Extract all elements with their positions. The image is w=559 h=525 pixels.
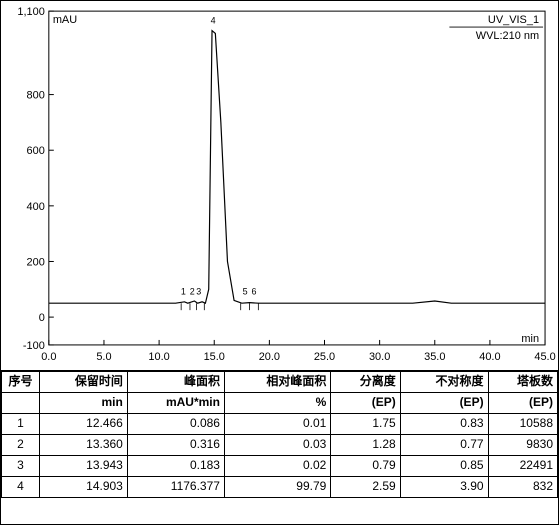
peak-labels: 123 4 56: [181, 15, 257, 296]
col-rt: 保留时间: [40, 372, 128, 393]
table-cell: 0.77: [400, 435, 488, 456]
col-area: 峰面积: [127, 372, 224, 393]
col-resolution-u: (EP): [331, 393, 400, 414]
peak-table: 序号 保留时间 峰面积 相对峰面积 分离度 不对称度 塔板数 min mAU*m…: [1, 371, 558, 525]
x-tick-label: 0.0: [41, 351, 56, 363]
peak-label: 1: [181, 287, 186, 297]
table-cell: 12.466: [40, 414, 128, 435]
col-relarea-u: %: [224, 393, 330, 414]
x-tick-label: 40.0: [479, 351, 500, 363]
table-cell: 0.03: [224, 435, 330, 456]
y-tick-label: 600: [27, 145, 45, 157]
x-tick-label: 30.0: [369, 351, 390, 363]
x-ticks: 0.0 5.0 10.0 15.0 20.0 25.0 30.0 35.0 40.0 45.0: [41, 340, 555, 363]
y-tick-label: 800: [27, 90, 45, 102]
table-cell: 3: [2, 456, 40, 477]
table-cell: 1: [2, 414, 40, 435]
peak-label: 6: [251, 287, 256, 297]
chromatogram-trace: [49, 31, 545, 304]
peak-label: 2: [190, 287, 195, 297]
y-tick-label: 1,100: [17, 6, 44, 18]
x-unit-label: min: [521, 333, 539, 345]
peak-label: 5: [243, 287, 248, 297]
header-row-2: min mAU*min % (EP) (EP) (EP): [2, 393, 558, 414]
col-plates: 塔板数: [488, 372, 557, 393]
y-tick-label: 200: [27, 256, 45, 268]
table-cell: 1.28: [331, 435, 400, 456]
x-tick-label: 35.0: [424, 351, 445, 363]
y-unit-label: mAU: [53, 14, 77, 26]
figure-container: mAU UV_VIS_1 WVL:210 nm min -10002004006…: [0, 0, 559, 525]
table-cell: 10588: [488, 414, 557, 435]
col-plates-u: (EP): [488, 393, 557, 414]
col-relarea: 相对峰面积: [224, 372, 330, 393]
table-cell: 1176.377: [127, 477, 224, 498]
table-cell: 832: [488, 477, 557, 498]
table-cell: 0.316: [127, 435, 224, 456]
x-tick-label: 15.0: [204, 351, 225, 363]
table-cell: 22491: [488, 456, 557, 477]
table-cell: 13.360: [40, 435, 128, 456]
table-row: 313.9430.1830.020.790.8522491: [2, 456, 558, 477]
corner-top: UV_VIS_1: [488, 14, 539, 26]
col-asym-u: (EP): [400, 393, 488, 414]
table-cell: 1.75: [331, 414, 400, 435]
peak-label: 3: [196, 287, 201, 297]
col-rt-u: min: [40, 393, 128, 414]
col-area-u: mAU*min: [127, 393, 224, 414]
table-body: 112.4660.0860.011.750.8310588213.3600.31…: [2, 414, 558, 498]
table-cell: 2: [2, 435, 40, 456]
baseline-markers: [181, 303, 258, 310]
table-cell: 0.83: [400, 414, 488, 435]
table-cell: 0.01: [224, 414, 330, 435]
col-resolution: 分离度: [331, 372, 400, 393]
table-cell: 0.183: [127, 456, 224, 477]
table-cell: 0.02: [224, 456, 330, 477]
y-tick-label: 400: [27, 201, 45, 213]
col-seq: 序号: [2, 372, 40, 393]
x-tick-label: 5.0: [96, 351, 111, 363]
header-row-1: 序号 保留时间 峰面积 相对峰面积 分离度 不对称度 塔板数: [2, 372, 558, 393]
table-cell: 0.79: [331, 456, 400, 477]
x-tick-label: 10.0: [148, 351, 169, 363]
x-tick-label: 45.0: [534, 351, 555, 363]
chromatogram-chart: mAU UV_VIS_1 WVL:210 nm min -10002004006…: [1, 1, 558, 371]
peak-label: 4: [211, 15, 216, 25]
table-cell: 0.85: [400, 456, 488, 477]
col-seq-u: [2, 393, 40, 414]
table-row: 213.3600.3160.031.280.779830: [2, 435, 558, 456]
table-cell: 9830: [488, 435, 557, 456]
corner-bottom: WVL:210 nm: [476, 30, 539, 42]
table-cell: 2.59: [331, 477, 400, 498]
table-cell: 13.943: [40, 456, 128, 477]
table-cell: 4: [2, 477, 40, 498]
table-cell: 0.086: [127, 414, 224, 435]
table-cell: 99.79: [224, 477, 330, 498]
table-cell: 14.903: [40, 477, 128, 498]
plot-area: mAU UV_VIS_1 WVL:210 nm min -10002004006…: [17, 6, 555, 363]
table-row: 414.9031176.37799.792.593.90832: [2, 477, 558, 498]
table-row: 112.4660.0860.011.750.8310588: [2, 414, 558, 435]
data-table: 序号 保留时间 峰面积 相对峰面积 分离度 不对称度 塔板数 min mAU*m…: [1, 371, 558, 498]
table-cell: 3.90: [400, 477, 488, 498]
x-tick-label: 25.0: [314, 351, 335, 363]
col-asym: 不对称度: [400, 372, 488, 393]
chart-svg: mAU UV_VIS_1 WVL:210 nm min -10002004006…: [1, 1, 558, 370]
y-tick-label: 0: [39, 312, 45, 324]
x-tick-label: 20.0: [259, 351, 280, 363]
